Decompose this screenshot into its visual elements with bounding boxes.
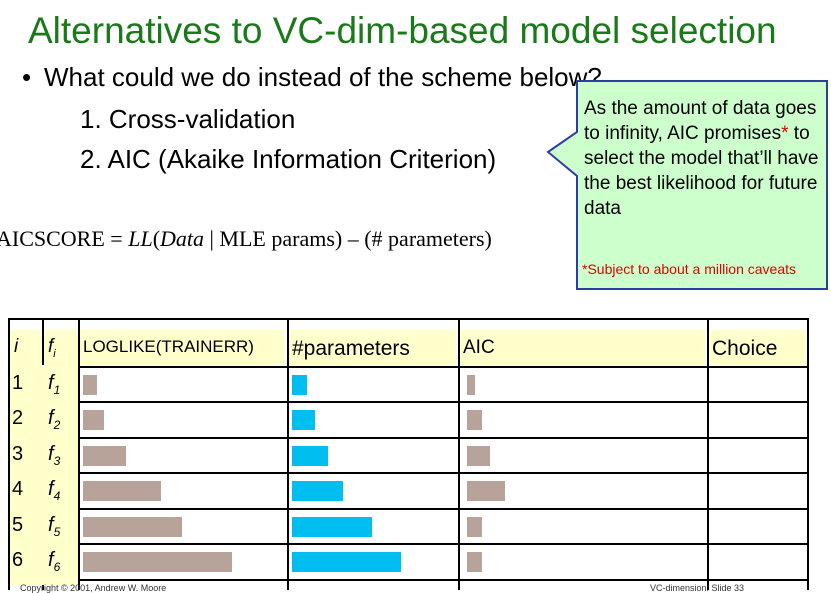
aic-bar — [467, 374, 475, 395]
bullet-text: What could we do instead of the scheme b… — [44, 62, 602, 92]
row-index: 4 — [12, 478, 24, 500]
table-vline — [458, 318, 460, 590]
row-model-letter: f — [48, 549, 54, 571]
row-model-label: f5 — [48, 514, 60, 539]
aic-formula: AICSCORE = LL(Data | MLE params) – (# pa… — [0, 226, 492, 252]
formula-lhs: AICSCORE — [0, 226, 105, 251]
table-vline — [807, 318, 809, 590]
row-model-sub: 2 — [53, 418, 61, 432]
table-hline — [8, 543, 808, 545]
header-loglike: LOGLIKE(TRAINERR) — [83, 337, 254, 356]
formula-rest: | MLE params) – (# parameters) — [204, 226, 492, 251]
bullet-question: • What could we do instead of the scheme … — [22, 62, 602, 93]
loglike-bar — [83, 410, 104, 430]
row-model-letter: f — [48, 442, 54, 465]
footer-slide-number: VC-dimension: Slide 33 — [650, 583, 745, 593]
params-bar — [292, 481, 343, 501]
table-hline — [8, 579, 808, 581]
callout-text-b: to select the model that’ll have the bes… — [584, 123, 819, 219]
row-model-sub: 5 — [53, 524, 61, 539]
callout-star: * — [781, 123, 789, 144]
row-model-letter: f — [48, 407, 54, 429]
row-model-sub: 1 — [53, 382, 61, 397]
row-model-sub: 3 — [53, 453, 61, 468]
row-index: 3 — [12, 442, 24, 465]
loglike-bar — [83, 481, 161, 501]
params-bar — [292, 445, 328, 466]
table-hline — [8, 472, 808, 474]
index-column-highlight — [10, 365, 78, 585]
header-highlight-if — [10, 330, 78, 365]
params-bar — [292, 552, 401, 572]
header-choice: Choice — [712, 337, 778, 360]
params-bar — [292, 374, 307, 395]
row-model-label: f2 — [48, 407, 60, 432]
formula-data: Data — [160, 226, 205, 251]
list-item-aic: 2. AIC (Akaike Information Criterion) — [80, 144, 497, 174]
header-f-sub: i — [53, 347, 56, 360]
header-params: #parameters — [292, 337, 410, 360]
header-f-letter: f — [48, 336, 54, 357]
loglike-bar — [83, 552, 232, 572]
aic-bar — [467, 410, 482, 430]
params-bar — [292, 410, 315, 430]
header-highlight-aic — [459, 330, 705, 365]
header-f: fi — [48, 336, 56, 360]
header-highlight-params — [288, 330, 456, 365]
header-highlight-loglike — [79, 330, 285, 365]
table-vline — [78, 318, 80, 590]
callout-text-a: As the amount of data goes to infinity, … — [584, 98, 817, 144]
header-aic: AIC — [463, 337, 495, 358]
row-model-label: f3 — [48, 443, 60, 468]
footer-copyright: Copyright © 2001, Andrew W. Moore — [20, 583, 167, 593]
aic-callout: As the amount of data goes to infinity, … — [546, 80, 828, 290]
bullet-dot: • — [22, 62, 32, 92]
row-model-label: f6 — [48, 549, 60, 574]
table-hline — [8, 401, 808, 403]
formula-ll: LL — [128, 226, 153, 251]
table-hline — [8, 366, 808, 368]
row-model-letter: f — [48, 371, 54, 394]
formula-eq: = — [104, 226, 129, 251]
aic-bar — [467, 481, 505, 501]
row-model-letter: f — [48, 478, 54, 500]
header-i: i — [14, 336, 19, 357]
callout-shape — [546, 80, 828, 290]
row-model-label: f4 — [48, 478, 60, 503]
row-index: 2 — [12, 407, 24, 429]
aic-bar — [467, 516, 482, 537]
table-hline — [8, 318, 808, 320]
row-index: 1 — [12, 371, 24, 394]
loglike-bar — [83, 374, 97, 395]
table-vline — [287, 318, 289, 590]
table-hline — [8, 437, 808, 439]
slide-title: Alternatives to VC-dim-based model selec… — [28, 10, 777, 51]
row-model-sub: 4 — [53, 489, 61, 503]
params-bar — [292, 516, 372, 537]
loglike-bar — [83, 445, 126, 466]
table-vline — [707, 318, 709, 590]
header-highlight-choice — [708, 330, 806, 365]
row-model-sub: 6 — [53, 560, 61, 574]
table-vline — [8, 318, 10, 590]
list-item-cross-validation: 1. Cross-validation — [80, 104, 296, 134]
row-model-label: f1 — [48, 372, 60, 397]
aic-bar — [467, 445, 490, 466]
aic-bar — [467, 552, 482, 572]
row-index: 6 — [12, 549, 24, 571]
loglike-bar — [83, 516, 182, 537]
row-model-letter: f — [48, 513, 54, 536]
callout-text: As the amount of data goes to infinity, … — [584, 96, 824, 221]
formula-paren: ( — [152, 226, 161, 251]
row-index: 5 — [12, 513, 24, 536]
callout-caveat-note: *Subject to about a million caveats — [582, 261, 797, 277]
table-hline — [8, 508, 808, 510]
